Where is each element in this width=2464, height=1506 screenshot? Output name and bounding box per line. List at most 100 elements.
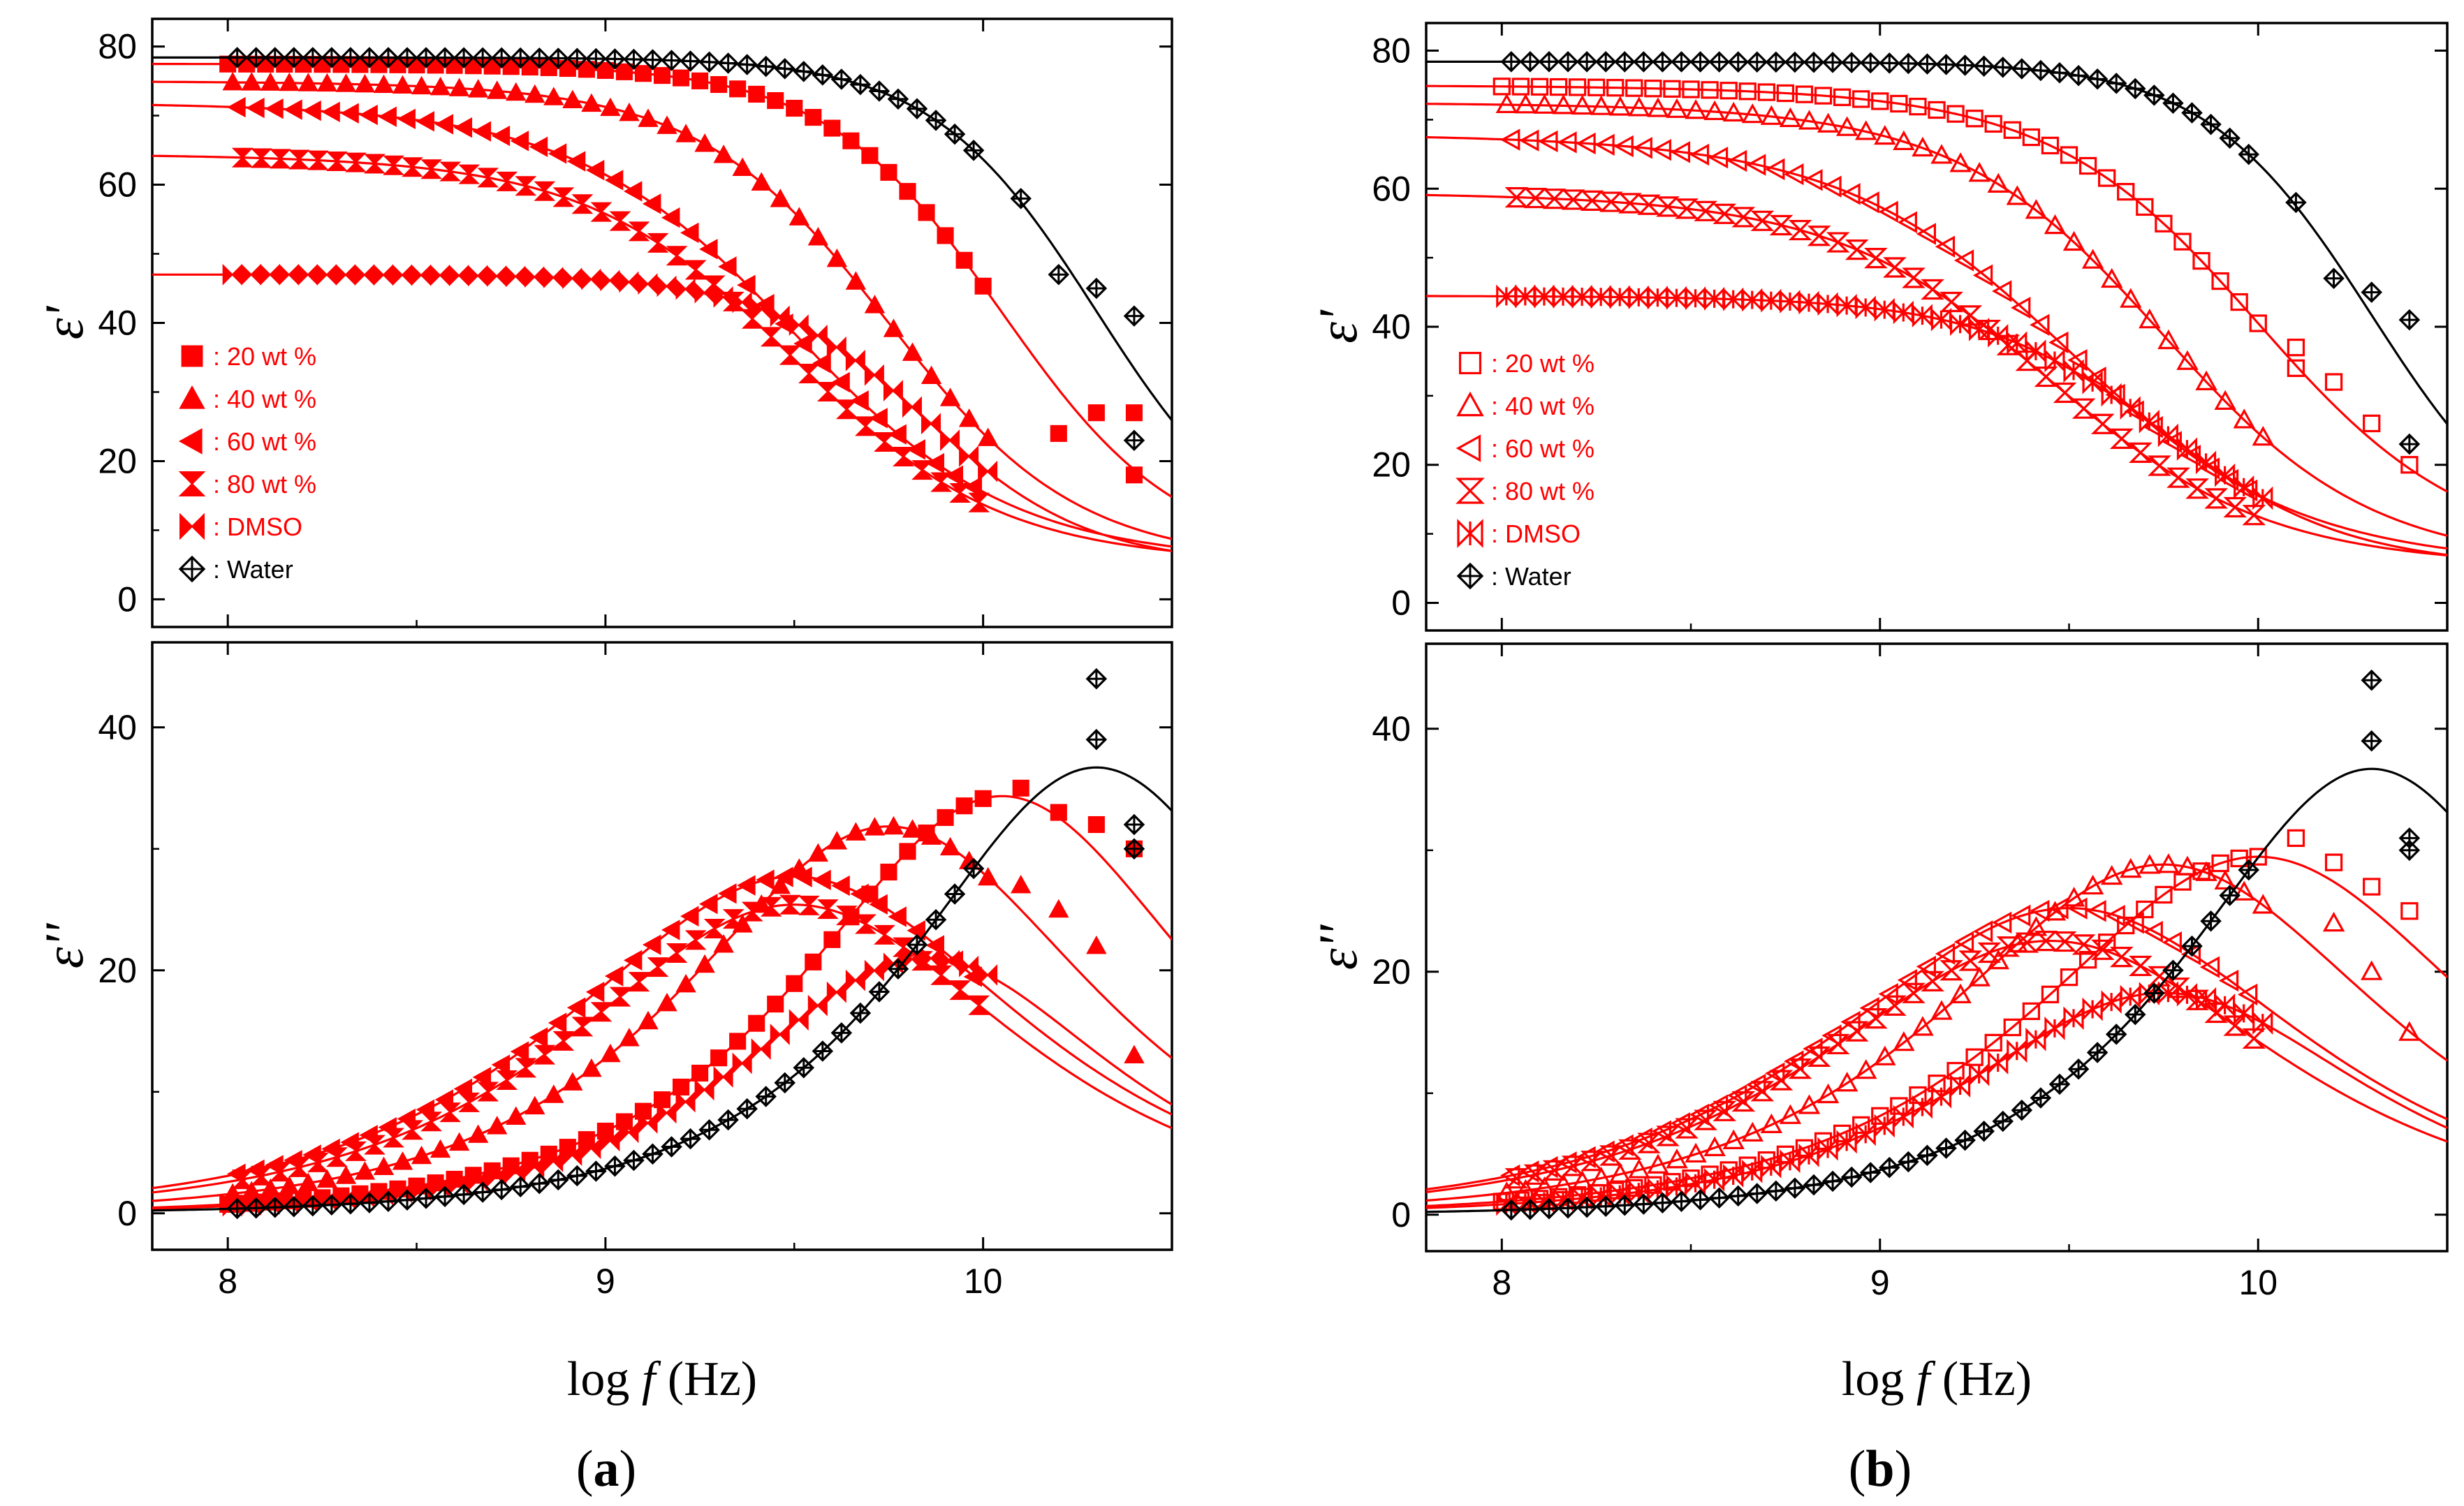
data-point [902,396,922,418]
data-point [2062,230,2085,251]
data-point [1580,1151,1604,1172]
data-point [2101,383,2122,407]
data-point [596,61,614,79]
data-point [831,875,850,896]
data-point [1651,138,1671,161]
data-point [1946,105,1965,123]
data-point [1722,1129,1745,1149]
data-point [874,431,895,452]
data-point [869,894,888,915]
data-point [250,1165,272,1186]
data-point [1912,1016,1934,1036]
data-point [751,1038,771,1060]
data-point [2215,463,2236,487]
data-point [2322,911,2345,932]
data-point [1511,77,1530,96]
legend-label: : DMSO [1491,519,1581,548]
data-point [2233,408,2255,429]
legend-label: : 60 wt % [1491,434,1594,463]
data-point [1987,949,2009,970]
panel-label: (a) [576,1440,636,1498]
data-point [2215,993,2236,1017]
data-point [963,476,983,498]
fit-line-60-wt- [152,876,1172,1190]
data-point [600,1130,620,1152]
data-point [907,439,925,460]
data-point [581,1137,601,1160]
data-point [789,1009,809,1031]
data-point [1050,804,1067,821]
data-point [241,263,261,286]
data-point [2063,359,2084,383]
data-point [718,883,737,904]
data-point [1840,183,1861,205]
data-point [1713,203,1737,224]
data-point [510,131,529,152]
data-point [529,1027,548,1048]
data-point [552,1031,575,1051]
data-point [974,277,992,295]
data-point [684,260,707,280]
data-point [634,65,652,82]
data-point [411,264,432,286]
legend-label: : 20 wt % [213,342,316,371]
series-water [1500,51,2421,455]
data-point [675,278,696,300]
data-point [2287,339,2305,357]
data-point [845,349,865,371]
data-point [1590,1167,1613,1187]
data-point [2081,249,2104,269]
data-point [786,99,803,117]
data-point [1750,1081,1775,1102]
data-point [805,109,822,126]
data-point [1902,982,1926,1003]
data-point [2157,329,2180,350]
data-point [222,1183,243,1202]
data-point [748,85,765,103]
data-point [675,1091,696,1113]
plot-frame [151,641,1173,1251]
data-point [2157,853,2180,873]
data-point [1863,1008,1888,1029]
data-point [1125,466,1143,484]
data-point [710,1049,728,1067]
data-point [1859,191,1879,214]
data-point [1561,1156,1585,1176]
data-point [1788,219,1812,241]
data-point [1874,124,1896,145]
data-point [1656,196,1680,217]
data-point [713,1066,733,1088]
data-point [2195,450,2217,475]
y-tick-label: 60 [1372,169,1411,208]
data-point [351,56,369,73]
data-point [2060,968,2078,987]
data-point [2143,416,2163,438]
data-point [295,56,312,73]
data-point [453,117,473,138]
data-point [864,817,886,836]
data-point [2011,297,2031,319]
data-point [1893,1031,1915,1051]
data-point [600,97,621,117]
fit-line-60-wt- [152,103,1172,548]
data-point [496,171,518,191]
data-point [1977,942,2002,964]
data-point [2044,214,2067,235]
data-point [1845,1021,1869,1042]
data-point [1726,1084,1747,1107]
data-point [628,221,650,242]
data-point [638,1010,659,1030]
data-point [2252,894,2275,914]
data-point [392,75,413,94]
data-point [1965,110,1983,128]
data-point [1765,1062,1785,1085]
data-point [732,291,752,313]
data-point [1835,116,1858,136]
data-point [2166,977,2190,998]
data-point [770,189,791,207]
data-point [2252,486,2273,510]
fit-line-80-wt- [1426,940,2447,1193]
data-point [1637,1132,1661,1153]
data-point [619,1028,640,1047]
